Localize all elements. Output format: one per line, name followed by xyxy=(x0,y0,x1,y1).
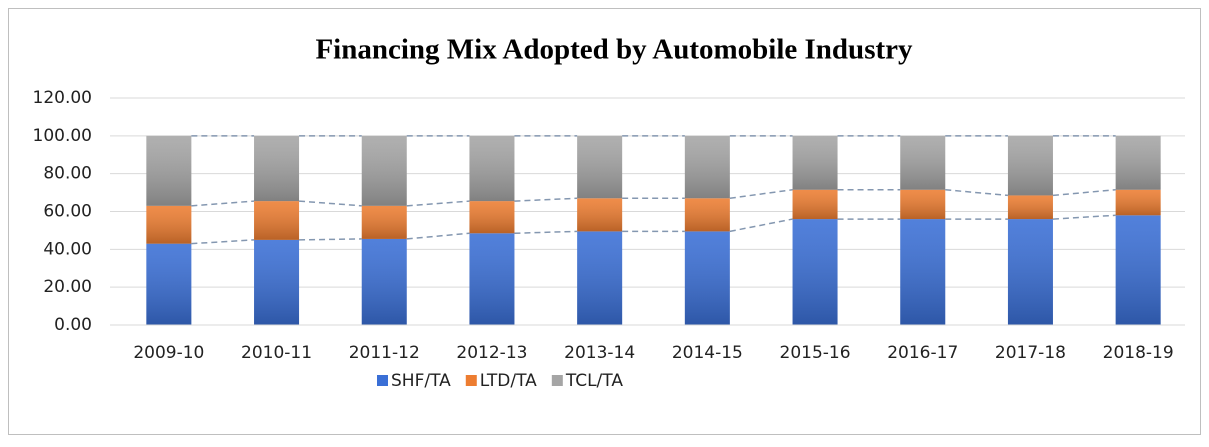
bar-shade xyxy=(577,135,623,199)
legend-label: LTD/TA xyxy=(480,371,537,391)
bar-shade xyxy=(900,219,946,325)
x-tick-label: 2014-15 xyxy=(672,343,743,363)
bar-shade xyxy=(361,205,407,239)
bar-shade xyxy=(900,189,946,220)
x-tick-label: 2010-11 xyxy=(241,343,312,363)
bar-shade xyxy=(146,243,192,325)
legend-label: TCL/TA xyxy=(565,371,624,391)
bar-shade xyxy=(900,135,946,190)
bar-shade xyxy=(361,238,407,325)
x-tick-label: 2017-18 xyxy=(995,343,1066,363)
series-line xyxy=(191,214,1116,245)
bar-shade xyxy=(684,198,730,232)
x-tick-label: 2011-12 xyxy=(349,343,420,363)
bar-shade xyxy=(1007,219,1053,325)
bar-shade xyxy=(146,135,192,206)
bar-shade xyxy=(684,231,730,325)
x-tick-label: 2013-14 xyxy=(564,343,635,363)
bar-shade xyxy=(577,198,623,232)
series-line xyxy=(191,188,1116,207)
bar-shade xyxy=(577,231,623,325)
y-tick-label: 20.00 xyxy=(43,277,92,297)
legend-swatch xyxy=(465,375,477,386)
x-tick-label: 2009-10 xyxy=(133,343,204,363)
bar-shade xyxy=(792,135,838,190)
bar-shade xyxy=(254,135,300,202)
bar-shade xyxy=(1007,195,1053,220)
bar-shade xyxy=(1115,189,1161,216)
bar-shade xyxy=(469,233,515,325)
y-tick-label: 120.00 xyxy=(33,88,92,108)
x-tick-label: 2018-19 xyxy=(1103,343,1174,363)
legend-swatch xyxy=(377,375,388,386)
bar-shade xyxy=(1115,215,1161,325)
chart-title: Financing Mix Adopted by Automobile Indu… xyxy=(315,34,913,66)
bar-shade xyxy=(1115,135,1161,190)
bar-shade xyxy=(146,205,192,244)
x-tick-label: 2015-16 xyxy=(780,343,851,363)
y-tick-label: 0.00 xyxy=(54,315,92,335)
bar-shade xyxy=(361,135,407,206)
bar-shade xyxy=(1007,135,1053,196)
bar-shade xyxy=(684,135,730,199)
x-tick-label: 2012-13 xyxy=(456,343,527,363)
y-tick-label: 100.00 xyxy=(33,126,92,146)
legend-label: SHF/TA xyxy=(391,371,451,391)
bar-shade xyxy=(469,135,515,202)
bar-shade xyxy=(254,201,300,240)
bar-shade xyxy=(792,219,838,325)
y-tick-label: 60.00 xyxy=(43,202,92,222)
x-tick-label: 2016-17 xyxy=(887,343,958,363)
bar-shade xyxy=(792,189,838,220)
legend-swatch xyxy=(551,375,563,386)
y-tick-label: 80.00 xyxy=(43,164,92,184)
bar-shade xyxy=(469,201,515,234)
bar-shade xyxy=(254,239,300,325)
y-tick-label: 40.00 xyxy=(43,239,92,259)
